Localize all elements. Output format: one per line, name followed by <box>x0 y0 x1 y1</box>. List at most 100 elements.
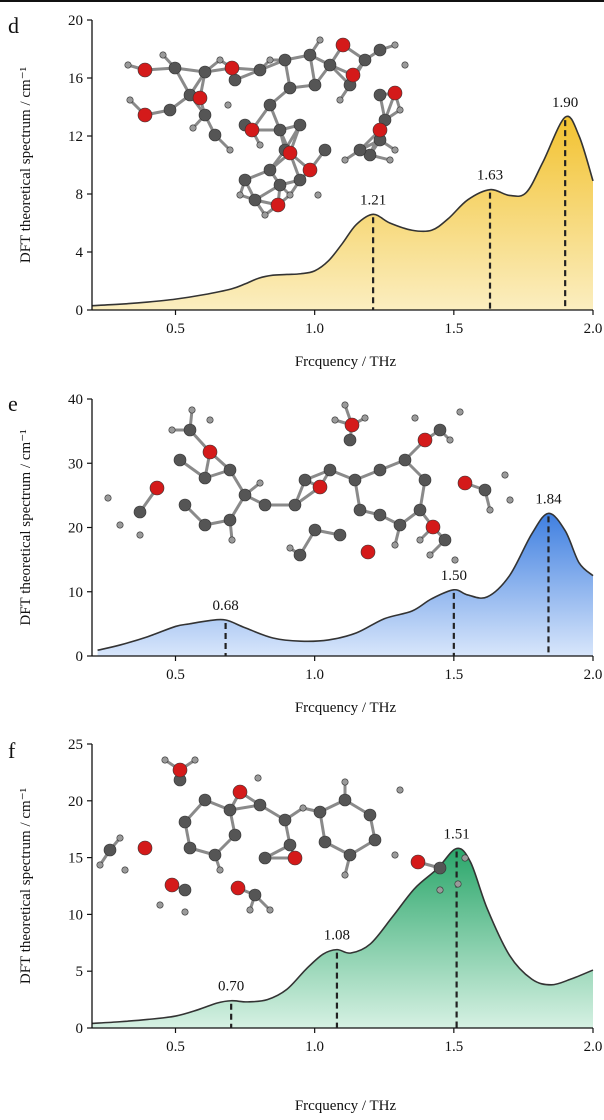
oxygen-atom <box>387 85 403 101</box>
molecule-inset-f <box>96 756 469 916</box>
hydrogen-atom <box>254 774 262 782</box>
x-tick-label: 1.0 <box>305 321 324 337</box>
carbon-atom <box>298 473 312 487</box>
peak-label: 1.50 <box>441 568 467 584</box>
hydrogen-atom <box>191 756 199 764</box>
carbon-atom <box>248 888 262 902</box>
hydrogen-atom <box>361 414 369 422</box>
oxygen-atom <box>457 475 473 491</box>
carbon-atom <box>288 498 302 512</box>
carbon-atom <box>363 148 377 162</box>
hydrogen-atom <box>451 556 459 564</box>
oxygen-atom <box>202 444 218 460</box>
hydrogen-atom <box>396 106 404 114</box>
hydrogen-atom <box>416 536 424 544</box>
carbon-atom <box>293 548 307 562</box>
oxygen-atom <box>287 850 303 866</box>
hydrogen-atom <box>181 908 189 916</box>
x-axis-label: Frcquency / THz <box>295 1098 397 1114</box>
hydrogen-atom <box>456 408 464 416</box>
oxygen-atom <box>164 877 180 893</box>
carbon-atom <box>413 503 427 517</box>
carbon-atom <box>278 813 292 827</box>
hydrogen-atom <box>266 56 274 64</box>
carbon-atom <box>263 98 277 112</box>
spectrum-line <box>91 115 594 307</box>
oxygen-atom <box>244 122 260 138</box>
oxygen-atom <box>149 480 165 496</box>
hydrogen-atom <box>124 61 132 69</box>
carbon-atom <box>438 533 452 547</box>
panel-letter: f <box>8 738 16 763</box>
carbon-atom <box>373 463 387 477</box>
carbon-atom <box>198 65 212 79</box>
oxygen-atom <box>417 432 433 448</box>
oxygen-atom <box>192 90 208 106</box>
y-tick-label: 40 <box>68 392 83 408</box>
hydrogen-atom <box>159 51 167 59</box>
carbon-atom <box>198 793 212 807</box>
peak-label: 1.63 <box>477 168 503 184</box>
y-axis-label: DFT theoretical spectrum / cm⁻¹ <box>18 788 34 984</box>
x-tick-label: 1.0 <box>305 1039 324 1055</box>
y-tick-label: 8 <box>76 187 84 203</box>
hydrogen-atom <box>286 544 294 552</box>
y-axis-label: DFT theoretical spectrum / cm⁻¹ <box>18 67 34 263</box>
hydrogen-atom <box>216 56 224 64</box>
oxygen-atom <box>312 479 328 495</box>
carbon-atom <box>393 518 407 532</box>
peak-label: 0.68 <box>212 598 238 614</box>
hydrogen-atom <box>261 211 269 219</box>
hydrogen-atom <box>116 834 124 842</box>
x-tick-label: 1.0 <box>305 667 324 683</box>
carbon-atom <box>183 841 197 855</box>
carbon-atom <box>258 498 272 512</box>
carbon-atom <box>318 835 332 849</box>
oxygen-atom <box>302 162 318 178</box>
x-tick-label: 0.5 <box>166 1039 185 1055</box>
carbon-atom <box>373 88 387 102</box>
carbon-atom <box>263 163 277 177</box>
peak-label: 0.70 <box>218 979 244 995</box>
molecule-inset-e <box>104 401 514 564</box>
carbon-atom <box>343 433 357 447</box>
carbon-atom <box>223 803 237 817</box>
hydrogen-atom <box>341 778 349 786</box>
oxygen-atom <box>172 762 188 778</box>
hydrogen-atom <box>436 886 444 894</box>
carbon-atom <box>353 503 367 517</box>
carbon-atom <box>178 815 192 829</box>
hydrogen-atom <box>126 96 134 104</box>
carbon-atom <box>223 513 237 527</box>
x-axis-label: Frcquency / THz <box>295 700 397 716</box>
y-tick-label: 15 <box>68 851 83 867</box>
y-tick-label: 20 <box>68 13 83 29</box>
carbon-atom <box>293 118 307 132</box>
y-tick-label: 20 <box>68 794 83 810</box>
carbon-atom <box>338 793 352 807</box>
oxygen-atom <box>137 62 153 78</box>
carbon-atom <box>433 861 447 875</box>
spectrum-line <box>91 847 594 1025</box>
hydrogen-atom <box>299 804 307 812</box>
hydrogen-atom <box>411 414 419 422</box>
y-tick-label: 10 <box>68 907 83 923</box>
y-tick-label: 5 <box>76 964 84 980</box>
carbon-atom <box>313 805 327 819</box>
carbon-atom <box>283 838 297 852</box>
oxygen-atom <box>425 519 441 535</box>
oxygen-atom <box>230 880 246 896</box>
hydrogen-atom <box>256 479 264 487</box>
oxygen-atom <box>137 107 153 123</box>
hydrogen-atom <box>246 906 254 914</box>
carbon-atom <box>323 58 337 72</box>
y-tick-label: 25 <box>68 737 83 753</box>
hydrogen-atom <box>156 901 164 909</box>
hydrogen-atom <box>386 156 394 164</box>
y-tick-label: 4 <box>76 245 84 261</box>
carbon-atom <box>308 523 322 537</box>
y-tick-label: 20 <box>68 521 83 537</box>
y-tick-label: 0 <box>76 303 84 319</box>
hydrogen-atom <box>96 861 104 869</box>
